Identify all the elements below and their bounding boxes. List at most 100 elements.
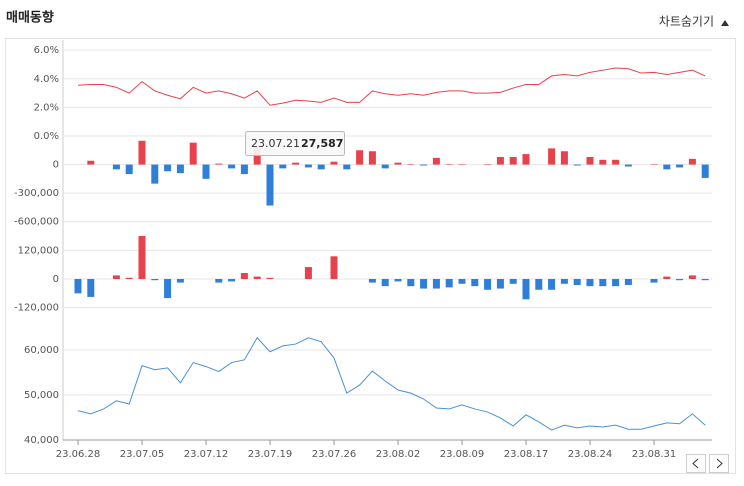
frame [6,39,736,474]
bar [497,279,504,289]
line [78,68,705,105]
bar [215,279,222,283]
x-tick-label: 23.08.09 [440,449,485,460]
bar [395,279,402,281]
x-tick-label: 23.06.28 [56,449,101,460]
bar [574,165,581,166]
bar [612,160,619,165]
x-tick-label: 23.07.12 [184,449,229,460]
toggle-icon[interactable] [721,20,729,26]
x-tick-label: 23.08.31 [632,449,677,460]
tooltip-date: 23.07.21 [251,137,300,150]
y-tick-label: 60,000 [24,345,59,356]
bar [407,279,414,286]
y-tick-label: 6.0% [34,45,59,56]
x-tick-label: 23.07.05 [120,449,165,460]
tooltip-value: 27,587 [301,137,343,150]
bar [305,165,312,168]
bar [395,163,402,165]
x-tick-label: 23.08.17 [504,449,549,460]
bar [75,279,82,293]
y-tick-label: 50,000 [24,390,59,401]
bar [241,165,248,175]
y-tick-label: -120,000 [14,303,59,314]
bar [164,279,171,298]
bar [164,165,171,172]
y-tick-label: 0 [53,160,59,171]
bar [279,165,286,169]
y-tick-label: -600,000 [14,217,59,228]
bar [228,165,235,169]
bar [497,157,504,165]
x-tick-label: 23.08.24 [568,449,613,460]
x-tick-label: 23.07.26 [312,449,357,460]
bar [369,279,376,283]
bar [433,158,440,165]
y-tick-label: 120,000 [18,245,59,256]
bar [561,279,568,284]
bar [599,279,606,286]
prev-button[interactable] [687,455,706,473]
bar [139,141,146,165]
bar [663,165,670,170]
bar [331,256,338,279]
bar [177,165,184,174]
bar [254,277,261,279]
bar [599,160,606,165]
bar [535,279,542,290]
bar [331,162,338,165]
bar [471,279,478,286]
bar [420,279,427,289]
bar [523,279,530,299]
bar [113,165,120,170]
bar [215,164,222,165]
bar [459,279,466,284]
bar [228,279,235,281]
bar [548,279,555,290]
toggle[interactable]: 차트숨기기 [659,15,714,29]
bar [587,157,594,165]
bar [343,165,350,170]
x-tick-label: 23.07.19 [248,449,293,460]
x-tick-label: 23.08.02 [376,449,421,460]
bar [382,279,389,286]
bar [663,277,670,279]
bar [548,148,555,164]
y-tick-label: 0 [53,274,59,285]
bar [676,279,683,280]
bar [625,165,632,167]
bar [318,165,325,170]
bar [625,279,632,285]
y-tick-label: 2.0% [34,102,59,113]
y-tick-label: 4.0% [34,74,59,85]
bar [587,279,594,286]
y-tick-label: 40,000 [24,435,59,446]
bar [689,159,696,165]
bar [177,279,184,283]
bar [369,151,376,164]
bar [87,279,94,297]
bar [113,275,120,279]
bar [267,278,274,279]
bar [612,279,619,286]
bar [702,165,709,178]
bar [433,279,440,289]
bar [484,279,491,290]
bar [676,165,683,168]
bar [523,154,530,164]
bar [126,165,133,175]
bar [510,157,517,165]
bar [139,236,146,279]
y-tick-label: -300,000 [14,188,59,199]
next-button[interactable] [710,455,729,473]
bar [190,143,197,165]
title: 매매동향 [6,10,54,26]
bar [151,279,158,280]
bar [382,165,389,169]
bar [305,267,312,279]
y-tick-label: 0.0% [34,131,59,142]
bar [651,279,658,283]
bar [420,165,427,166]
bar [510,279,517,284]
